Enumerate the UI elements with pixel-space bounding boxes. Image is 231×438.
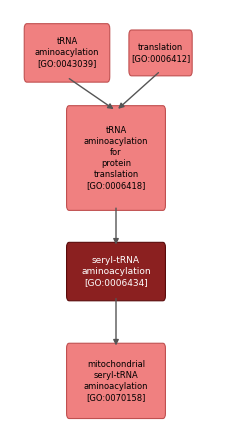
Text: tRNA
aminoacylation
[GO:0043039]: tRNA aminoacylation [GO:0043039] — [35, 37, 99, 68]
Text: mitochondrial
seryl-tRNA
aminoacylation
[GO:0070158]: mitochondrial seryl-tRNA aminoacylation … — [83, 360, 148, 402]
FancyBboxPatch shape — [66, 343, 165, 419]
FancyBboxPatch shape — [66, 106, 165, 210]
FancyBboxPatch shape — [128, 30, 191, 76]
FancyBboxPatch shape — [66, 242, 165, 301]
Text: tRNA
aminoacylation
for
protein
translation
[GO:0006418]: tRNA aminoacylation for protein translat… — [83, 126, 148, 190]
Text: translation
[GO:0006412]: translation [GO:0006412] — [130, 43, 189, 63]
FancyBboxPatch shape — [24, 24, 109, 82]
Text: seryl-tRNA
aminoacylation
[GO:0006434]: seryl-tRNA aminoacylation [GO:0006434] — [81, 256, 150, 287]
